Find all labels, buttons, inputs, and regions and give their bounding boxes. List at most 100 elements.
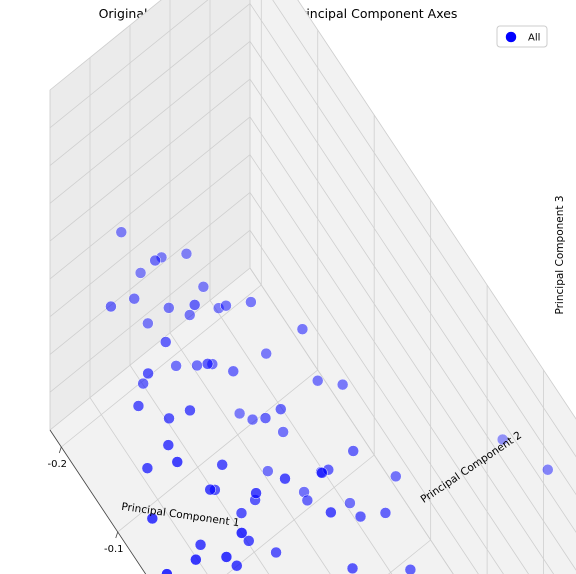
data-point	[233, 407, 246, 420]
data-point	[220, 551, 233, 563]
data-point	[184, 404, 196, 417]
grid-line	[49, 0, 162, 91]
grid-line	[249, 41, 576, 533]
data-point	[262, 465, 274, 477]
data-point	[346, 562, 359, 574]
grid-line	[49, 78, 251, 242]
legend: All	[496, 25, 548, 48]
data-point	[188, 299, 201, 311]
grid-line	[169, 332, 331, 574]
data-point	[390, 470, 402, 483]
data-point	[180, 248, 193, 260]
data-point	[235, 507, 248, 519]
data-point	[132, 400, 145, 412]
x-tick-mark	[115, 531, 119, 539]
grid-line	[49, 0, 209, 129]
grid-line	[249, 192, 504, 574]
x-tick-mark	[58, 446, 62, 454]
grid-line	[49, 267, 251, 431]
data-point	[137, 377, 149, 390]
grid-line	[249, 78, 576, 571]
grid-line	[249, 154, 529, 574]
grid-line	[49, 154, 251, 317]
data-point	[220, 299, 232, 312]
tick-label: -0.2	[48, 459, 68, 470]
data-point	[311, 374, 324, 387]
data-point	[194, 539, 207, 551]
data-point	[379, 507, 392, 519]
data-point	[163, 302, 175, 314]
data-point	[134, 267, 147, 279]
data-point	[161, 568, 173, 574]
legend-marker	[505, 31, 517, 43]
grid-line	[117, 369, 318, 533]
data-point	[260, 347, 272, 360]
data-point	[216, 459, 228, 471]
grid-line	[249, 116, 555, 574]
grid-line	[61, 284, 262, 448]
data-point	[259, 412, 272, 424]
data-point	[105, 300, 117, 313]
data-point	[231, 559, 243, 572]
axis-ticks: -0.2-0.10.00.10.20.30.4-0.2-0.10.00.10.2…	[48, 446, 123, 555]
data-point	[191, 359, 203, 372]
data-point	[142, 367, 154, 380]
data-point	[227, 365, 240, 378]
axes-grid	[49, 0, 576, 574]
grid-line	[249, 3, 576, 496]
data-point	[542, 463, 554, 476]
data-point	[270, 546, 282, 559]
data-point	[115, 226, 128, 238]
data-point	[347, 445, 359, 457]
grid-line	[249, 230, 479, 574]
data-point	[277, 426, 289, 438]
x-axis-line	[49, 429, 147, 574]
grid-line	[209, 300, 393, 574]
grid-line	[49, 229, 251, 393]
data-point	[235, 527, 248, 539]
grid-line	[249, 267, 454, 574]
grid-line	[49, 116, 251, 280]
data-point	[201, 358, 214, 370]
data-point	[246, 413, 259, 426]
data-point	[316, 467, 328, 479]
data-point	[162, 439, 175, 451]
data-point	[163, 412, 175, 425]
data-point	[149, 254, 161, 267]
data-point	[404, 563, 417, 574]
grid-line	[226, 454, 375, 574]
data-point	[142, 317, 154, 330]
data-point	[243, 535, 255, 547]
grid-line	[129, 364, 270, 574]
data-point	[325, 506, 337, 519]
data-point	[141, 462, 154, 474]
legend-label: All	[528, 33, 540, 44]
grid-line	[89, 397, 208, 574]
grid-line	[49, 192, 251, 355]
grid-line	[49, 41, 251, 204]
data-point	[496, 433, 509, 446]
data-point	[336, 378, 349, 391]
data-point	[250, 487, 262, 499]
z-axis-label: Principal Component 3	[554, 195, 566, 314]
data-point	[296, 323, 309, 335]
data-point	[171, 456, 184, 468]
data-points	[105, 226, 554, 574]
data-point	[275, 403, 287, 415]
grid-line	[272, 0, 576, 458]
data-point	[279, 472, 291, 485]
data-point	[245, 296, 257, 308]
data-point	[190, 553, 202, 566]
data-point	[183, 309, 196, 321]
axis-lines	[49, 429, 147, 574]
data-point	[204, 483, 216, 496]
data-point	[344, 497, 356, 509]
data-point	[146, 512, 159, 525]
data-point	[159, 336, 172, 348]
grid-line	[388, 539, 431, 574]
data-point	[128, 292, 140, 305]
data-point	[170, 360, 182, 372]
grid-line	[49, 3, 251, 166]
data-point	[197, 281, 210, 293]
